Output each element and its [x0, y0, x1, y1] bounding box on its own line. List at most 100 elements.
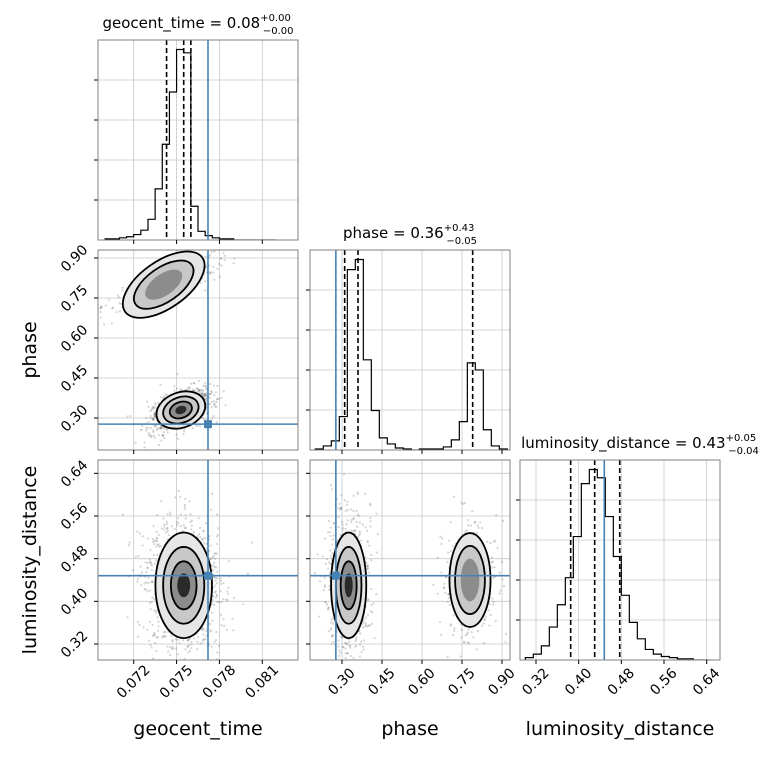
- title-minus: −0.05: [446, 236, 477, 247]
- sample-point: [364, 616, 368, 619]
- sample-point: [128, 541, 131, 544]
- sample-point: [373, 637, 376, 640]
- sample-point: [186, 645, 190, 648]
- sample-point: [186, 639, 189, 642]
- sample-point: [141, 424, 144, 427]
- sample-point: [215, 593, 218, 596]
- sample-point: [440, 633, 443, 636]
- density-fill: [177, 573, 191, 598]
- sample-point: [246, 572, 249, 575]
- sample-point: [147, 421, 151, 424]
- sample-point: [227, 586, 230, 589]
- sample-point: [464, 634, 467, 637]
- sample-point: [143, 441, 146, 444]
- sample-point: [346, 651, 349, 655]
- sample-point: [184, 517, 187, 520]
- sample-point: [488, 624, 491, 627]
- sample-point: [204, 393, 207, 396]
- sample-point: [357, 514, 361, 517]
- sample-point: [210, 406, 213, 409]
- sample-point: [162, 634, 165, 638]
- sample-point: [177, 638, 180, 641]
- sample-point: [173, 527, 176, 530]
- sample-point: [151, 581, 154, 584]
- sample-point: [184, 514, 187, 517]
- panel-title-phase: phase = 0.36+0.43 −0.05: [343, 223, 477, 247]
- sample-point: [332, 640, 335, 644]
- sample-point: [202, 638, 205, 641]
- sample-point: [341, 526, 344, 530]
- sample-point: [340, 494, 343, 497]
- sample-point: [202, 395, 206, 398]
- sample-point: [120, 302, 123, 306]
- sample-point: [438, 621, 442, 624]
- sample-point: [367, 598, 370, 601]
- sample-point: [99, 305, 102, 309]
- sample-point: [345, 503, 349, 507]
- sample-point: [163, 528, 166, 531]
- sample-point: [151, 634, 155, 637]
- sample-point: [188, 637, 192, 640]
- sample-point: [140, 571, 144, 574]
- sample-point: [345, 643, 348, 646]
- sample-point: [358, 532, 362, 535]
- sample-point: [157, 625, 160, 628]
- sample-point: [155, 530, 158, 533]
- panel-title-luminosity_distance: luminosity_distance = 0.43+0.05 −0.04: [521, 433, 759, 457]
- sample-point: [215, 542, 218, 546]
- sample-point: [356, 525, 359, 528]
- sample-point: [344, 641, 347, 645]
- sample-point: [366, 599, 370, 602]
- sample-point: [329, 530, 332, 534]
- sample-point: [164, 630, 167, 634]
- density-fill: [344, 573, 353, 598]
- sample-point: [342, 646, 345, 649]
- sample-point: [436, 592, 439, 595]
- sample-point: [211, 619, 214, 622]
- sample-point: [440, 542, 443, 546]
- title-main: luminosity_distance = 0.43: [521, 434, 725, 453]
- sample-point: [199, 526, 202, 530]
- sample-point: [364, 622, 367, 625]
- sample-point: [471, 510, 474, 513]
- sample-point: [201, 417, 205, 420]
- sample-point: [366, 565, 369, 568]
- sample-point: [152, 434, 155, 437]
- sample-point: [356, 491, 359, 494]
- sample-point: [210, 400, 213, 403]
- sample-point: [183, 526, 186, 529]
- sample-point: [200, 393, 203, 396]
- sample-point: [155, 428, 159, 431]
- sample-point: [151, 540, 155, 543]
- panel-phase-vs-geocent_time: [94, 249, 299, 454]
- sample-point: [214, 391, 217, 394]
- sample-point: [213, 591, 216, 594]
- sample-point: [127, 544, 131, 547]
- sample-point: [205, 394, 208, 397]
- sample-point: [204, 381, 207, 385]
- sample-point: [453, 495, 456, 498]
- sample-point: [225, 598, 228, 601]
- sample-point: [159, 544, 162, 548]
- sample-point: [160, 426, 163, 429]
- sample-point: [447, 596, 450, 600]
- sample-point: [187, 651, 190, 654]
- sample-point: [345, 523, 348, 526]
- sample-point: [232, 262, 235, 265]
- sample-point: [189, 513, 192, 516]
- sample-point: [190, 382, 193, 385]
- sample-point: [222, 582, 225, 585]
- sample-point: [169, 646, 172, 649]
- sample-point: [129, 414, 132, 418]
- sample-point: [364, 492, 367, 495]
- sample-point: [214, 638, 218, 642]
- sample-point: [331, 543, 334, 546]
- sample-point: [182, 433, 185, 436]
- sample-point: [111, 307, 114, 310]
- title-main: geocent_time = 0.08: [103, 14, 261, 33]
- sample-point: [443, 582, 446, 585]
- sample-point: [432, 583, 435, 587]
- sample-point: [162, 630, 166, 634]
- sample-point: [188, 649, 192, 653]
